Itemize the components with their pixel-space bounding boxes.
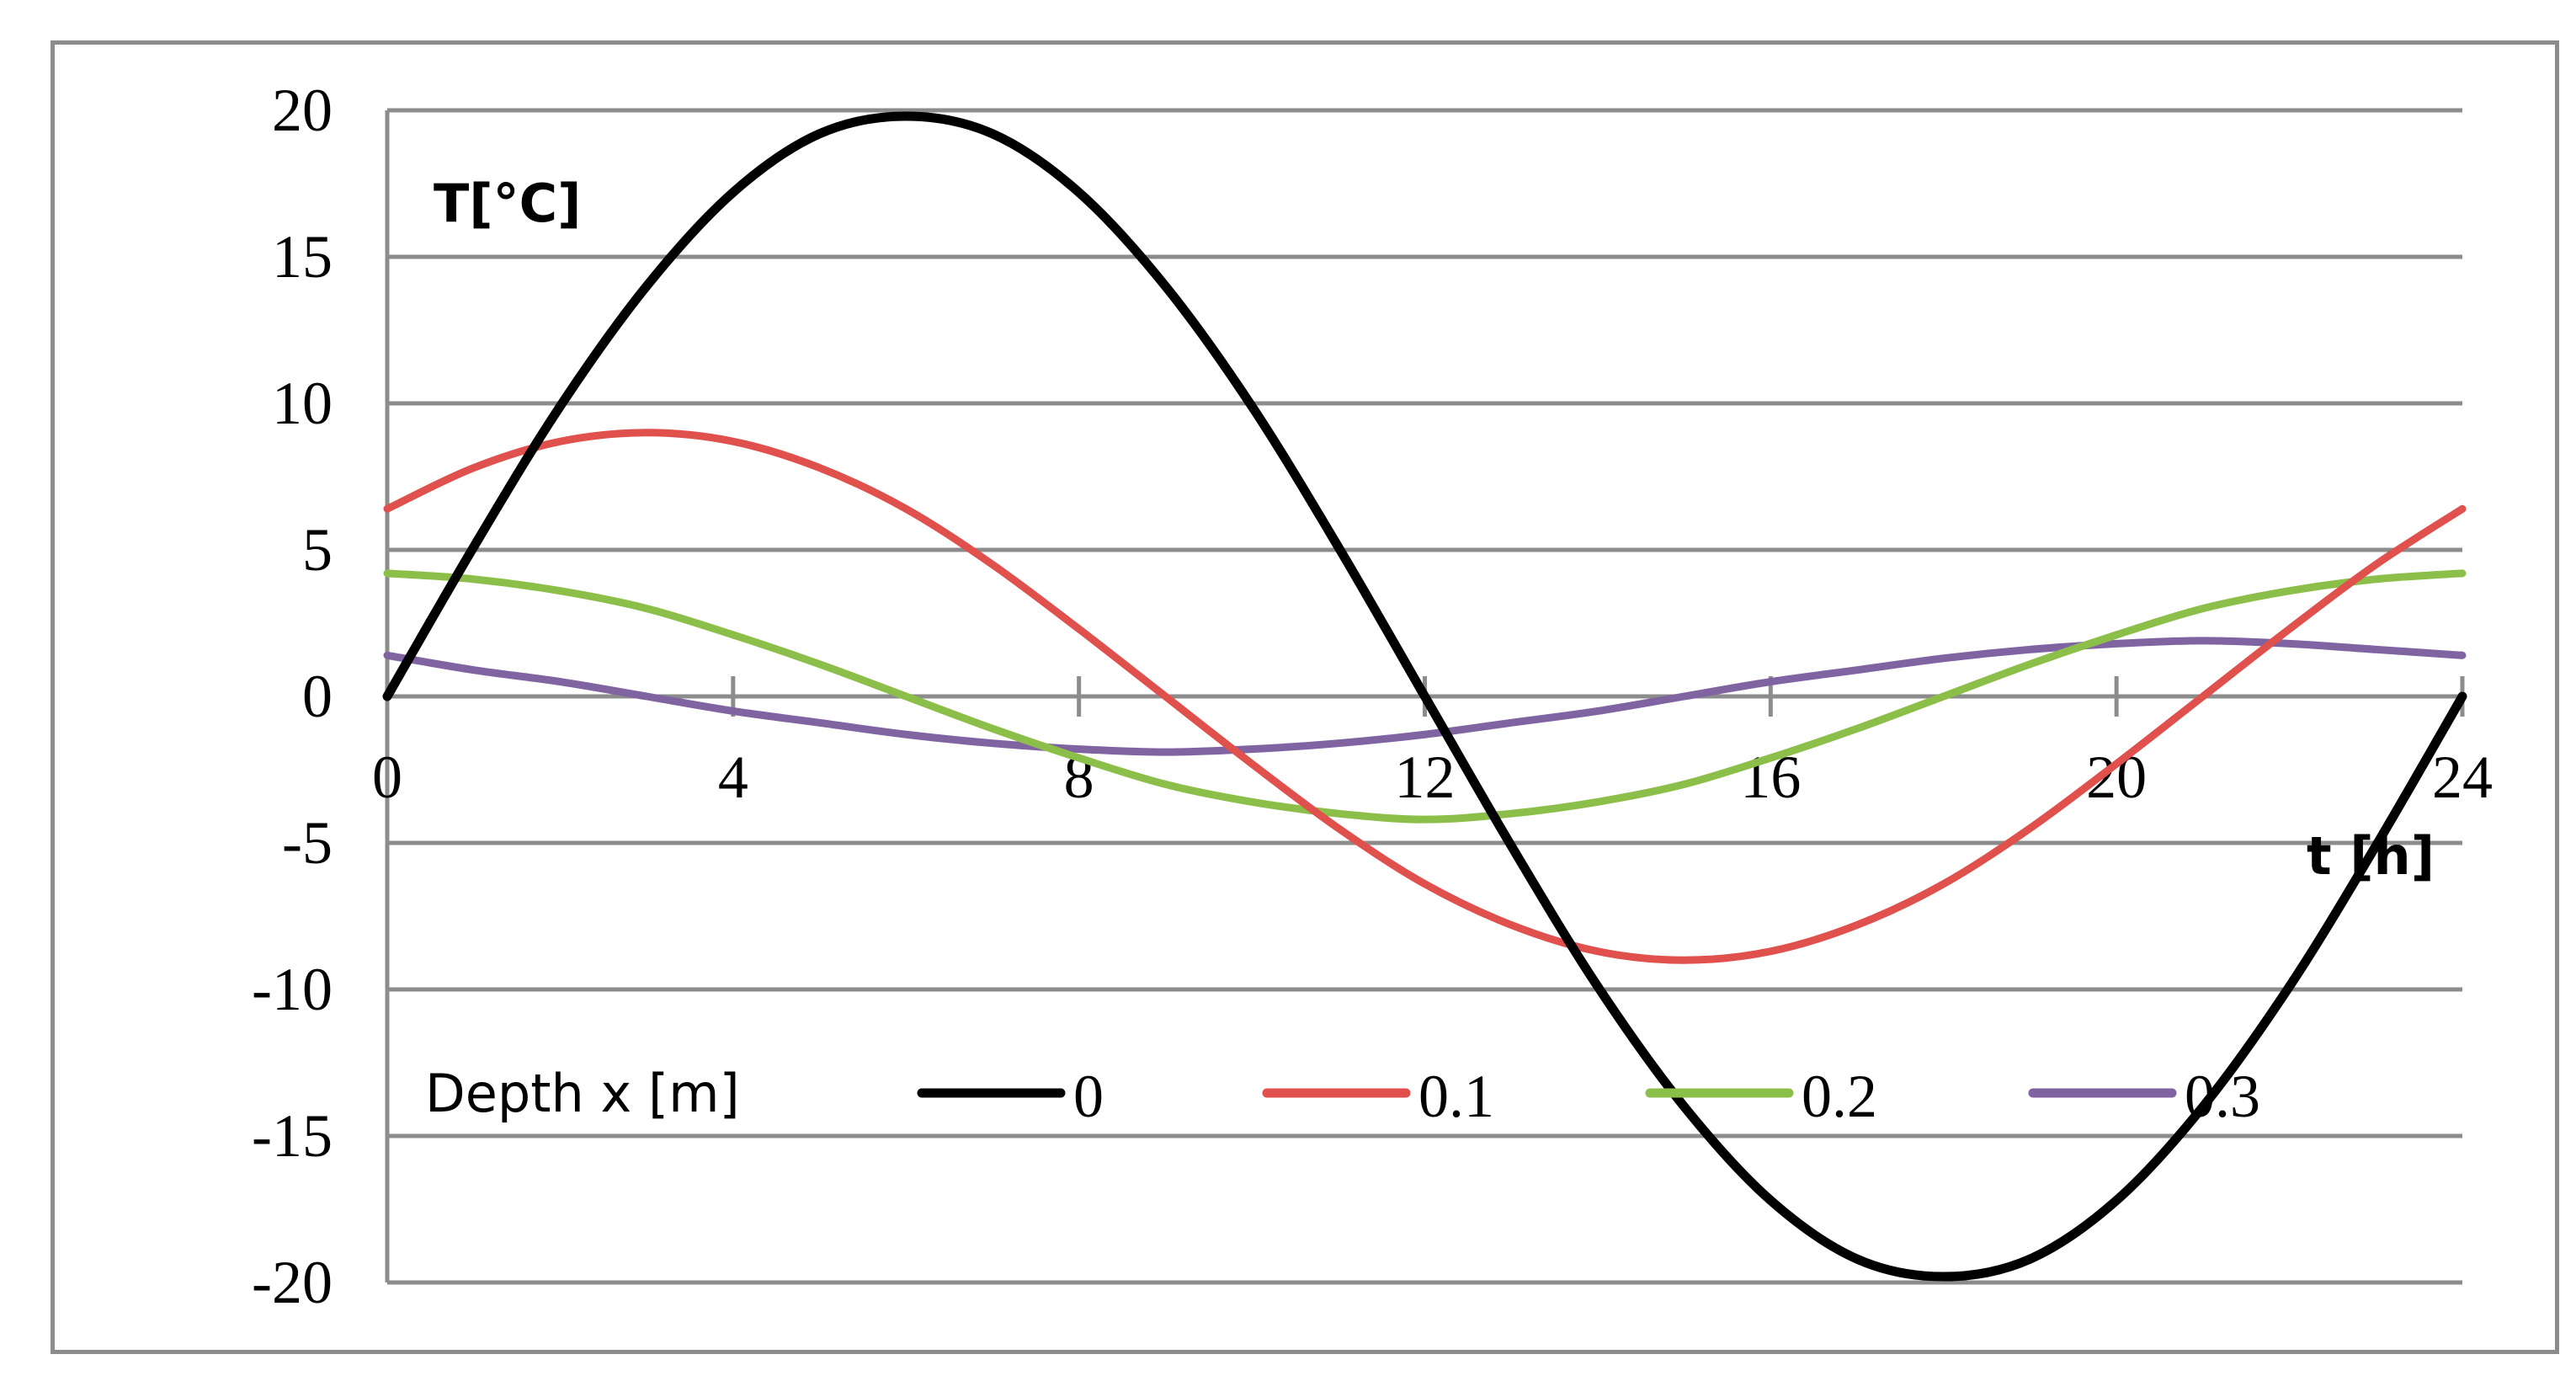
x-tick-label: 4 xyxy=(718,744,748,811)
y-tick-label: 0 xyxy=(302,663,333,730)
y-tick-label: -15 xyxy=(252,1102,333,1170)
legend-items: 0 0.1 0.2 0.3 xyxy=(917,1063,2260,1130)
y-tick-label: 5 xyxy=(302,516,333,584)
y-tick-label: 10 xyxy=(272,370,333,437)
legend-title: Depth x [m] xyxy=(425,1063,740,1124)
x-axis-title: t [h] xyxy=(2307,825,2435,887)
x-tick-label: 12 xyxy=(1395,744,1456,811)
y-axis-title: T[°C] xyxy=(434,173,581,234)
x-tick-labels: 0 4 8 12 16 20 24 xyxy=(372,744,2493,811)
legend-item-0-2: 0.2 xyxy=(1645,1063,1877,1130)
y-tick-label: 20 xyxy=(272,77,333,144)
legend-item-0: 0 xyxy=(917,1063,1104,1130)
y-tick-label: -20 xyxy=(252,1249,333,1316)
y-tick-label: -5 xyxy=(282,809,333,877)
series-lines xyxy=(382,111,2467,1282)
y-tick-label: 15 xyxy=(272,223,333,291)
y-tick-labels: 20 15 10 5 0 -5 -10 -15 -20 xyxy=(252,77,333,1316)
series-line-0 xyxy=(382,111,2467,1282)
legend: Depth x [m] 0 0.1 0.2 0.3 xyxy=(425,1063,2260,1130)
legend-item-0-1: 0.1 xyxy=(1262,1063,1494,1130)
legend-label: 0 xyxy=(1073,1063,1104,1130)
x-tick-label: 0 xyxy=(372,744,402,811)
chart-frame: 20 15 10 5 0 -5 -10 -15 -20 0 4 8 12 16 20 24 T[°C] t … xyxy=(51,40,2559,1354)
legend-label: 0.3 xyxy=(2185,1063,2260,1130)
series-line-0-2 xyxy=(383,569,2467,824)
legend-label: 0.2 xyxy=(1802,1063,1877,1130)
series-line-0-1 xyxy=(383,429,2467,964)
legend-label: 0.1 xyxy=(1418,1063,1494,1130)
x-tick-label: 24 xyxy=(2432,744,2493,811)
series-line-0-3 xyxy=(383,637,2467,756)
y-tick-label: -10 xyxy=(252,956,333,1023)
legend-item-0-3: 0.3 xyxy=(2028,1063,2260,1130)
